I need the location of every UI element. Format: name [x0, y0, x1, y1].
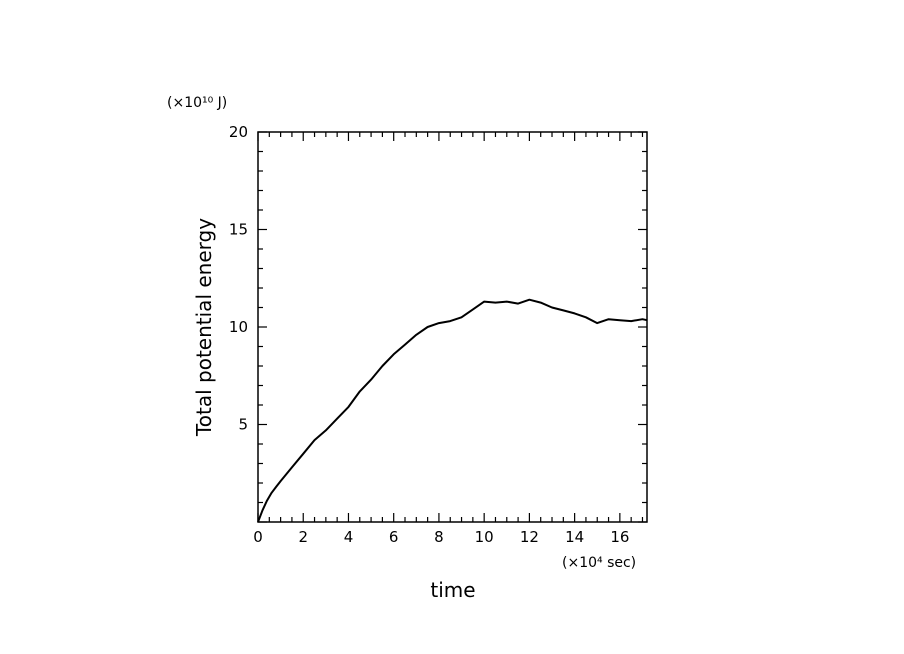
x-tick-label: 6: [389, 528, 399, 546]
x-tick-label: 8: [434, 528, 444, 546]
x-tick-label: 10: [475, 528, 494, 546]
x-tick-label: 12: [520, 528, 539, 546]
plot-frame: [257, 131, 648, 523]
x-tick-label: 0: [253, 528, 263, 546]
y-tick-label: 5: [238, 416, 248, 434]
y-unit-label: (×10¹⁰ J): [167, 95, 227, 111]
x-tick-label: 14: [565, 528, 584, 546]
x-unit-label: (×10⁴ sec): [562, 555, 636, 571]
axis-ticks: [257, 131, 647, 523]
x-tick-label: 16: [610, 528, 629, 546]
y-tick-label: 10: [229, 318, 248, 336]
tick-labels: 0 2 4 6 8 10 12 14 16 5 10 15 20: [229, 123, 630, 546]
y-axis-label: Total potential energy: [192, 218, 216, 437]
series-line: [257, 298, 648, 523]
x-tick-label: 2: [298, 528, 308, 546]
y-tick-label: 15: [229, 221, 248, 239]
x-axis-label: time: [430, 578, 475, 602]
y-tick-label: 20: [229, 123, 248, 141]
x-tick-label: 4: [344, 528, 354, 546]
